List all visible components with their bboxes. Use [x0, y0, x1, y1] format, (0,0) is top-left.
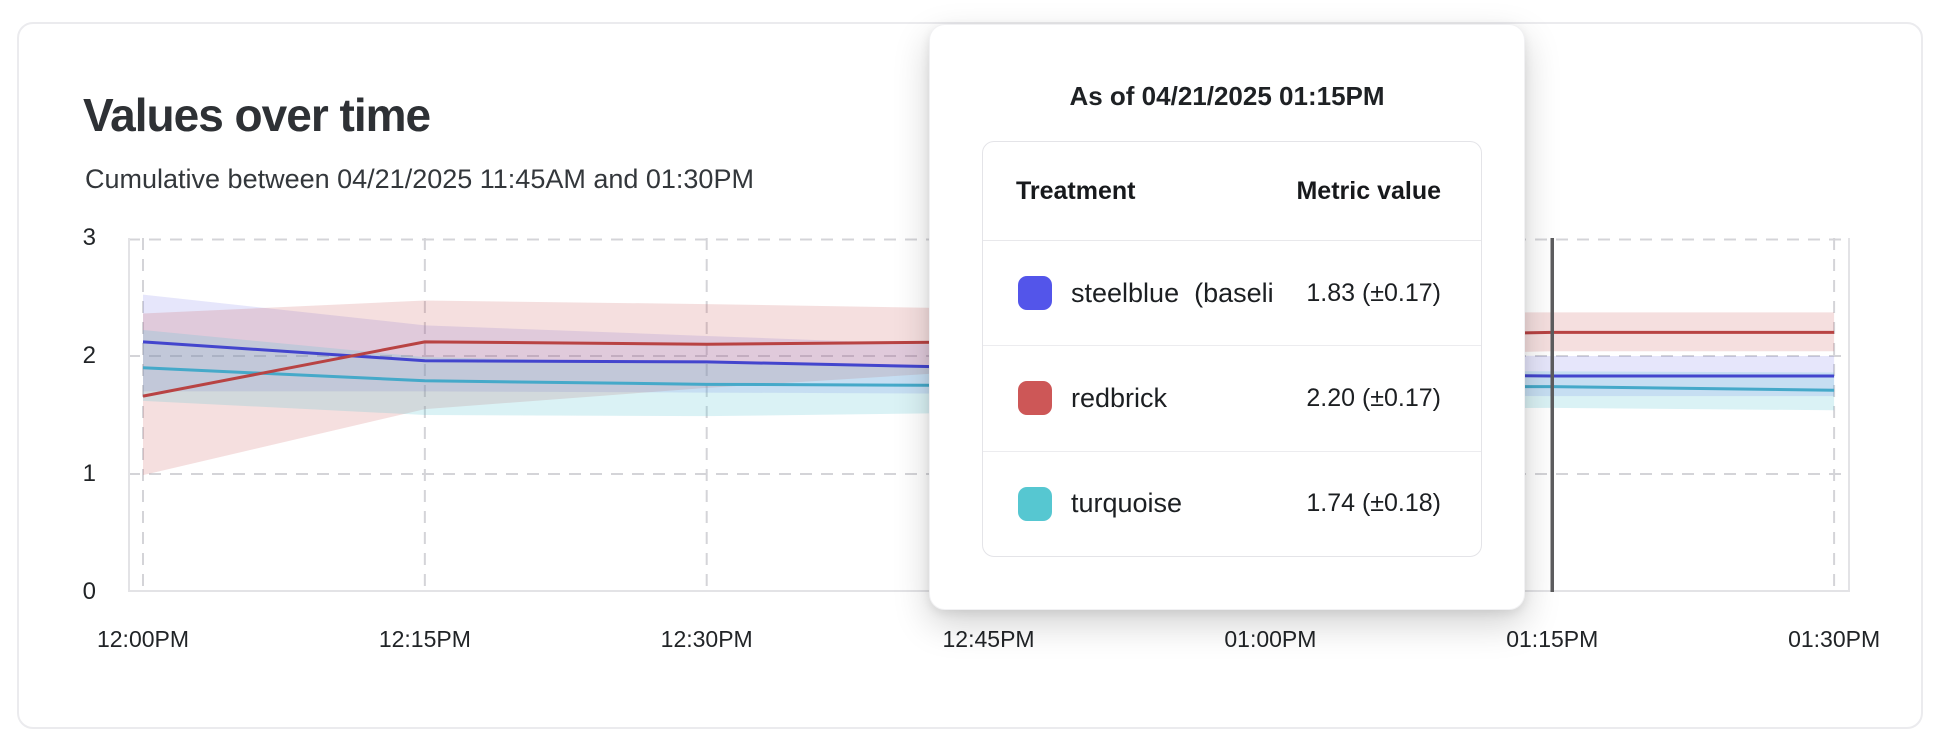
x-axis-label: 01:30PM [1788, 626, 1881, 652]
table-row: turquoise 1.74 (±0.18) [983, 452, 1481, 556]
metric-value: 1.74 (±0.18) [1306, 489, 1441, 518]
table-row: redbrick 2.20 (±0.17) [983, 346, 1481, 452]
x-axis-label: 12:15PM [378, 626, 471, 652]
series-color-swatch [1018, 276, 1052, 311]
page-title: Values over time [83, 89, 431, 141]
y-axis-label: 3 [82, 224, 96, 251]
table-row: steelblue (baseli 1.83 (±0.17) [983, 241, 1481, 347]
metric-value: 1.83 (±0.17) [1306, 278, 1441, 307]
tooltip-title: As of 04/21/2025 01:15PM [1069, 81, 1385, 111]
y-axis-label: 0 [82, 578, 96, 605]
tooltip-table-header: Treatment Metric value [983, 142, 1481, 241]
x-axis-label: 12:45PM [942, 626, 1035, 652]
treatment-label: redbrick [1071, 382, 1168, 413]
x-axis-label: 12:30PM [660, 626, 753, 652]
series-color-swatch [1018, 381, 1052, 416]
y-axis-label: 2 [82, 342, 96, 369]
metric-value: 2.20 (±0.17) [1306, 383, 1441, 412]
page-subtitle: Cumulative between 04/21/2025 11:45AM an… [85, 164, 754, 194]
column-header-metric-value: Metric value [1296, 176, 1441, 205]
series-color-swatch [1018, 486, 1052, 521]
x-axis-label: 01:00PM [1224, 626, 1317, 652]
x-axis-label: 12:00PM [96, 626, 190, 652]
treatment-label: steelblue (baseli [1071, 277, 1274, 308]
hover-tooltip: As of 04/21/2025 01:15PM Treatment Metri… [929, 24, 1525, 610]
x-axis-label: 01:15PM [1506, 626, 1599, 652]
tooltip-table: Treatment Metric value steelblue (baseli… [982, 141, 1482, 557]
y-axis-label: 1 [82, 460, 96, 487]
treatment-label: turquoise [1071, 488, 1183, 519]
column-header-treatment: Treatment [1016, 176, 1136, 205]
